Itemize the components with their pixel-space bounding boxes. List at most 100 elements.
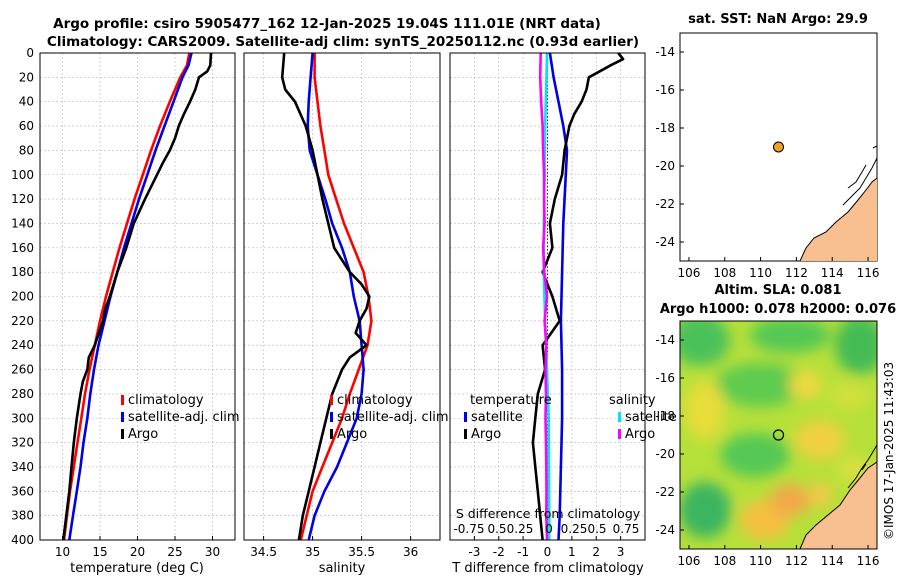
depth-tick-label: 300 (11, 411, 34, 425)
sst_map-xtick-label: 108 (713, 266, 736, 280)
legend-swatch (618, 412, 621, 422)
series-line-salinity-argo (538, 52, 549, 541)
legend-swatch (330, 395, 333, 405)
sla_map-ytick-label: -22 (655, 485, 675, 499)
sst-map-title: sat. SST: NaN Argo: 29.9 (688, 12, 868, 27)
sst_map-ytick-label: -16 (655, 83, 675, 97)
sla_map-xtick-label: 106 (678, 554, 701, 568)
legend-title-salinity: salinity (609, 393, 656, 408)
salinity-diff-tick-label: 0.25 (561, 522, 588, 536)
sla_map-ytick-label: -16 (655, 371, 675, 385)
depth-tick-label: 400 (11, 533, 34, 547)
sla_map-xtick-label: 114 (821, 554, 844, 568)
depth-tick-label: 200 (11, 290, 34, 304)
salinity-xtick-label: 36 (403, 545, 418, 559)
salinity-diff-tick-label: 0.25 (507, 522, 534, 536)
salinity-panel: 34.5 35 35.5 36 climatology satellite-adj. cl… (243, 52, 449, 559)
differences-xtick-label: 2 (592, 545, 600, 559)
depth-tick-label: 120 (11, 192, 34, 206)
depth-tick-label: 340 (11, 460, 34, 474)
salinity-xtick-label: 35.5 (348, 545, 375, 559)
sla-map-land (800, 462, 877, 549)
sla-argo-location-marker (772, 429, 785, 441)
salinity-diff-tick-label: 0.5 (587, 522, 606, 536)
sla_map-xtick-label: 112 (785, 554, 808, 568)
sst-map-coastline (799, 145, 877, 261)
series-line-salinity-satellite (542, 52, 551, 540)
depth-tick-label: 180 (11, 265, 34, 279)
sst-map-panel: sat. SST: NaN Argo: 29.9 106 108 110 112 114… (655, 12, 879, 280)
figure-title-line2: Climatology: CARS2009. Satellite-adj cli… (47, 34, 639, 50)
depth-tick-label: 260 (11, 363, 34, 377)
depth-tick-label: 20 (19, 70, 34, 84)
depth-tick-label: 40 (19, 95, 34, 109)
salinity-xtick-label: 35 (305, 545, 320, 559)
legend-label: satellite (471, 410, 523, 425)
salinity-xlabel: salinity (319, 561, 366, 576)
sst_map-ytick-label: -18 (655, 121, 675, 135)
sst-map-land (800, 178, 877, 261)
sla-map-panel: Altim. SLA: 0.081 Argo h1000: 0.078 h200… (655, 283, 896, 568)
depth-tick-label: 240 (11, 338, 34, 352)
sla_map-xtick-label: 110 (749, 554, 772, 568)
sla-map-title-line2: Argo h1000: 0.078 h2000: 0.076 (660, 302, 896, 317)
depth-tick-label: 80 (19, 143, 34, 157)
sst_map-xtick-label: 114 (821, 266, 844, 280)
legend-label: climatology (128, 393, 204, 408)
sst_map-xtick-label: 106 (678, 266, 701, 280)
legend-label: Argo (471, 427, 501, 442)
legend-label: Argo (337, 427, 367, 442)
sst_map-ytick-label: -24 (655, 235, 675, 249)
series-line-argo (62, 52, 213, 541)
sst_map-xtick-label: 110 (749, 266, 772, 280)
legend-title-temperature: temperature (470, 393, 552, 408)
series-line-temperature-argo (531, 52, 625, 541)
sla_map-xtick-label: 116 (857, 554, 880, 568)
difference-xlabel: T difference from climatology (451, 561, 644, 576)
legend-swatch (618, 429, 621, 439)
sla-map-coastline (799, 444, 877, 549)
depth-tick-label: 60 (19, 119, 34, 133)
sst_map-ytick-label: -20 (655, 159, 675, 173)
legend-swatch (464, 429, 467, 439)
temperature-panel: 10 15 20 25 30020406080100120140160180200220… (11, 46, 240, 559)
differences-xtick-label: 3 (617, 545, 625, 559)
sst_map-ytick-label: -14 (655, 45, 675, 59)
series-line-temperature-satellite (548, 52, 569, 541)
sla-map-title-line1: Altim. SLA: 0.081 (715, 283, 842, 298)
imos-watermark: ©IMOS 17-Jan-2025 11:43:03 (882, 362, 896, 540)
salinity-frame (243, 52, 441, 541)
figure-title-line1: Argo profile: csiro 5905477_162 12-Jan-2… (53, 16, 601, 32)
depth-tick-label: 280 (11, 387, 34, 401)
depth-tick-label: 220 (11, 314, 34, 328)
legend-swatch (121, 412, 124, 422)
legend-label: satellite-adj. clim (128, 410, 240, 425)
legend-label: Argo (128, 427, 158, 442)
legend-swatch (330, 429, 333, 439)
legend-swatch (121, 395, 124, 405)
legend-label: satellite (625, 410, 677, 425)
sla_map-xtick-label: 108 (713, 554, 736, 568)
depth-tick-label: 100 (11, 168, 34, 182)
differences-xtick-label: 0 (544, 545, 552, 559)
sst_map-xtick-label: 112 (785, 266, 808, 280)
legend-label: climatology (337, 393, 413, 408)
sla_map-ytick-label: -24 (655, 523, 675, 537)
sla_map-ytick-label: -14 (655, 333, 675, 347)
differences-xtick-label: -3 (468, 545, 480, 559)
legend-swatch (121, 429, 124, 439)
depth-tick-label: 0 (26, 46, 34, 60)
sla_map-ytick-label: -18 (655, 409, 675, 423)
differences-xtick-label: 1 (568, 545, 576, 559)
salinity-diff-tick-label: 0.75 (613, 522, 640, 536)
temperature-xtick-label: 15 (92, 545, 107, 559)
sst_map-xtick-label: 116 (857, 266, 880, 280)
differences-xtick-label: -2 (493, 545, 505, 559)
salinity-xtick-label: 34.5 (250, 545, 277, 559)
temperature-xtick-label: 20 (130, 545, 145, 559)
legend-swatch (464, 412, 467, 422)
series-line-argo (280, 52, 371, 541)
sla_map-ytick-label: -20 (655, 447, 675, 461)
series-line-climatology (62, 52, 191, 541)
